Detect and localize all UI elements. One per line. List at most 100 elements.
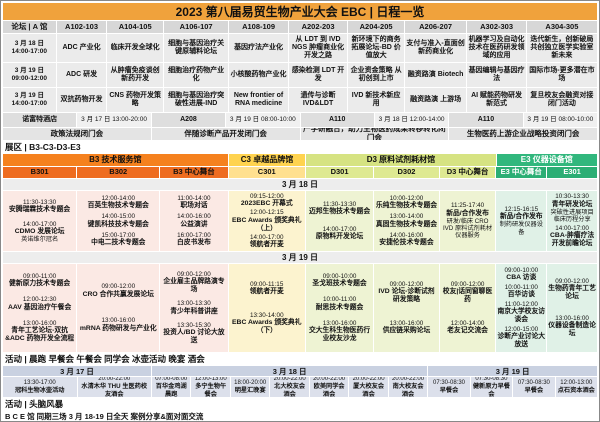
expo-event: 14:00-17:00 领航者开麦 xyxy=(249,233,284,249)
expo-day2-date: 3 月 19 日 xyxy=(3,252,597,263)
expo-column-head: B3 中心舞台 xyxy=(160,167,228,178)
expo-hall-bands: B3 技术服务馆 C3 卓越品牌馆 D3 原料试剂耗材馆 E3 仪器设备馆 xyxy=(3,154,597,166)
expo-event: 12:15-16:15 新品/合作发布 制药研发仪器设备 xyxy=(499,205,543,236)
forum-event-cell: 小核酸药物产业化 xyxy=(229,63,288,87)
forum-time-cell: 3 月 19 日 09:00-12:00 xyxy=(3,63,56,87)
activity-cell: 07:30-08:30 早餐会 xyxy=(428,377,470,397)
expo-event: 10:00-11:00 耐思技术专题会 xyxy=(315,296,364,311)
forum-hall-name: A202-203 xyxy=(288,21,348,33)
activity-cell: 07:30-08:30 健新原力早餐会 xyxy=(470,377,513,397)
venue-cell: A110 xyxy=(300,113,374,127)
expo-event: 11:30-13:30 迈邦生物技术专题会 xyxy=(308,201,371,216)
expo-schedule-cell: 09:00-12:00 生物药青年工艺论坛 13:00-16:00 仪器设备制造论坛 xyxy=(547,264,597,352)
expo-schedule-cell: 12:15-16:15 新品/合作发布 制药研发仪器设备 xyxy=(496,191,547,251)
expo-schedule-cell: 11:25-17:40 新品/合作发布 研发/临床 CRO IVD 原料试剂耗材仪器… xyxy=(439,191,496,251)
expo-event: 13:00-16:00 仪器设备制造论坛 xyxy=(548,314,596,337)
forum-event-cell: 从 LDT 到 IVD NGS 肿瘤商业化开发之路 xyxy=(288,34,348,62)
activity-cell: 20:00-22:00 厦大校友会酒会 xyxy=(349,377,388,397)
expo-event: 13:00-13:30 青少年科普讲座 xyxy=(170,300,218,315)
expo-schedule-cell: 09:15-12:00 2023EBC 开幕式 12:00-12:15 EBC Awa… xyxy=(228,191,305,251)
expo-event: 14:00-17:00 CDMO 发展论坛 英诺维尔冠名 xyxy=(14,220,65,244)
forum-event-cell: 遗传与诊断 IVD&LDT xyxy=(288,88,348,112)
forum-hall-name: A106-107 xyxy=(163,21,229,33)
expo-event: 14:00-16:00 安捷伦技术专题会 xyxy=(379,231,434,247)
expo-event: 14:00-17:00 原物料开发论坛 xyxy=(315,225,364,240)
expo-schedule-cell: 10:00-12:00 乐纯生物技术专题会 13:00-14:00 真固生物技术专题会… xyxy=(374,191,439,251)
forum-event-cell: 融资路演 上游场 xyxy=(404,88,467,112)
expo-event: 13:30-14:00 EBC Awards 颁奖典礼（下） xyxy=(232,311,302,335)
forum-event-cell: 细胞与基因治疗关键原辅料论坛 xyxy=(163,34,229,62)
forum-hall-name: A204-205 xyxy=(348,21,404,33)
expo-schedule-cell: 09:00-10:00 CBA 访谈 10:00-11:00 百华访谈 11:00-12… xyxy=(496,264,547,352)
expo-schedule-cell: 09:00-12:00 校友|话同窗聊医药 12:00-14:00 老友记交流会 xyxy=(439,264,496,352)
forum-hall-name: A102-103 xyxy=(56,21,107,33)
expo-event: 15:00-17:00 中电二技术专题会 xyxy=(91,231,146,247)
expo-hall-columns: B301 B302 B3 中心舞台 C301 D301 D302 D3 中心舞台 E3 中心舞… xyxy=(3,167,597,178)
expo-column-head: E3 中心舞台 xyxy=(496,167,547,178)
forum-hall-name: A304-305 xyxy=(526,21,597,33)
forum-event-cell: 企业资金策略 从初创到上市 xyxy=(348,63,404,87)
expo-event: 13:30-15:30 投资人/BD 讨论大放送 xyxy=(163,321,225,345)
expo-event: 11:25-17:40 新品/合作发布 研发/临床 CRO IVD 原料试剂耗材仪器… xyxy=(442,202,493,240)
expo-event: 10:30-13:30 青年研发论坛 突破性进展项目 临床历程分享 xyxy=(550,193,594,224)
expo-column-head: B301 xyxy=(3,167,77,178)
expo-event: 13:00-16:00 交大生科生物医药行业校友沙龙 xyxy=(308,319,371,343)
activities-groups: 3 月 17 日 13:30-17:00 冠科生物冰壶活动 20:00-22:00 水清… xyxy=(3,366,598,397)
forum-event-cell: 机器学习及自动化技术在医药研发领域的应用 xyxy=(467,34,526,62)
forum-hall-name: A108-109 xyxy=(229,21,288,33)
forum-header-row: 论坛 | A 馆 A102-103 A104-105 A106-107 A108-109… xyxy=(3,21,597,33)
expo-event: 09:00-11:15 领航者开麦 xyxy=(249,280,284,296)
expo-schedule-cell: 09:00-12:00 企业雇主品牌路演专场 13:00-13:30 青少年科普讲座 1… xyxy=(160,264,228,352)
expo-section-label: 展区 | B3-C3-D3-E3 xyxy=(5,142,81,152)
expo-event: 13:00-16:00 mRNA 药物研发与产业化 xyxy=(79,317,157,332)
activity-cell: 12:00-13:00 多宁生物午餐会 xyxy=(191,377,230,397)
venue-time-cell: 3 月 17 日 13:00-20:00 xyxy=(77,113,151,127)
expo-hall-band-d3: D3 原料试剂耗材馆 xyxy=(306,154,496,166)
expo-event: 11:30-13:30 安腾瑞霖技术专题会 xyxy=(9,198,71,214)
forum-hall-name: A104-105 xyxy=(107,21,163,33)
forum-event-cell: 细胞与基因治疗突破性进展-IND xyxy=(163,88,229,112)
activities-section-label: 活动 | 晨跑 早餐会 午餐会 同学会 冰壶活动 晚宴 酒会 xyxy=(5,354,205,364)
activities-day-group: 3 月 19 日 07:30-08:30 早餐会 07:30-08:30 健新原力早餐会… xyxy=(428,366,598,397)
forum-event-cell: ADC 研发 xyxy=(56,63,107,87)
expo-schedule-cell: 09:00-12:00 IVD 论坛-诊断试剂研发策略 13:00-16:00 供应链… xyxy=(374,264,439,352)
forum-hall-name: A302-303 xyxy=(467,21,526,33)
forum-event-cell: New frontier of RNA medicine xyxy=(229,88,288,112)
activities-date-header: 3 月 17 日 xyxy=(3,366,151,376)
activities-items-row: 13:30-17:00 冠科生物冰壶活动 20:00-22:00 水清木华 THU 生… xyxy=(3,377,151,397)
activity-cell: 20:00-22:00 水清木华 THU 生医药校友酒会 xyxy=(77,377,151,397)
expo-schedule-cell: 10:30-13:30 青年研发论坛 突破性进展项目 临床历程分享 14:00-17:… xyxy=(547,191,597,251)
forum-event-cell: 基因编辑与基因疗法 xyxy=(467,63,526,87)
expo-hall-band-c3: C3 卓越品牌馆 xyxy=(228,154,306,166)
activity-cell: 07:30-08:30 早餐会 xyxy=(513,377,555,397)
activities-date-header: 3 月 19 日 xyxy=(428,366,597,376)
expo-event: 09:00-12:00 企业雇主品牌路演专场 xyxy=(163,270,225,294)
expo-schedule-cell: 12:00-14:00 百英生物技术专题会 14:00-15:00 键凯科技技术专题会… xyxy=(77,191,160,251)
expo-day2-row: 09:00-11:00 健新原力技术专题会 12:00-12:30 AAV 基因治疗午… xyxy=(3,264,597,352)
forum-event-cell: 国际市场-更多潜在市场 xyxy=(526,63,597,87)
forum-event-cell: 细胞治疗药物产业化 xyxy=(163,63,229,87)
venue-cell: A208 xyxy=(151,113,226,127)
brainstorm-detail: B C E 馆 同期三场 3 月 18-19 日全天 案例分享&面对面交流 xyxy=(5,412,204,421)
forum-event-cell: 融资路演 Biotech xyxy=(404,63,467,87)
expo-schedule-cell: 11:30-13:30 迈邦生物技术专题会 14:00-17:00 原物料开发论坛 xyxy=(305,191,374,251)
forum-row: 3 月 18 日 14:00-17:00 ADC 产业化 临床开发全球化 细胞与基因治疗… xyxy=(3,34,597,62)
expo-event: 12:00-14:00 百英生物技术专题会 xyxy=(87,194,149,210)
forum-event-cell: AI 赋能药物研发新范式 xyxy=(467,88,526,112)
expo-event: 12:00-15:00 诊断产业讨论大放送 xyxy=(497,325,546,349)
expo-event: 09:00-10:00 CBA 访谈 xyxy=(504,266,539,282)
venue-cell: A110 xyxy=(449,113,523,127)
activities-items-row: 07:00-08:00 百华金鸡湖晨跑 12:00-13:00 多宁生物午餐会 18:0… xyxy=(152,377,428,397)
forum-row: 3 月 19 日 09:00-12:00 ADC 研发 从肿瘤免疫谈创新药开发 细胞治疗… xyxy=(3,63,597,87)
forum-event-cell: 复旦校友会融资对接闭门活动 xyxy=(526,88,597,112)
expo-column-head: D302 xyxy=(374,167,439,178)
forum-event-cell: ADC 产业化 xyxy=(56,34,107,62)
expo-schedule-cell: 09:00-11:15 领航者开麦 13:30-14:00 EBC Awards 颁奖… xyxy=(228,264,305,352)
expo-event: 16:00-17:00 白皮书发布 xyxy=(176,231,211,247)
brainstorm-section-label: 活动 | 头脑风暴 xyxy=(5,399,64,409)
expo-column-head: B302 xyxy=(77,167,160,178)
activities-date-header: 3 月 18 日 xyxy=(152,366,428,376)
forum-hall-name: A206-207 xyxy=(404,21,467,33)
activities-day-group: 3 月 17 日 13:30-17:00 冠科生物冰壶活动 20:00-22:00 水清… xyxy=(3,366,151,397)
